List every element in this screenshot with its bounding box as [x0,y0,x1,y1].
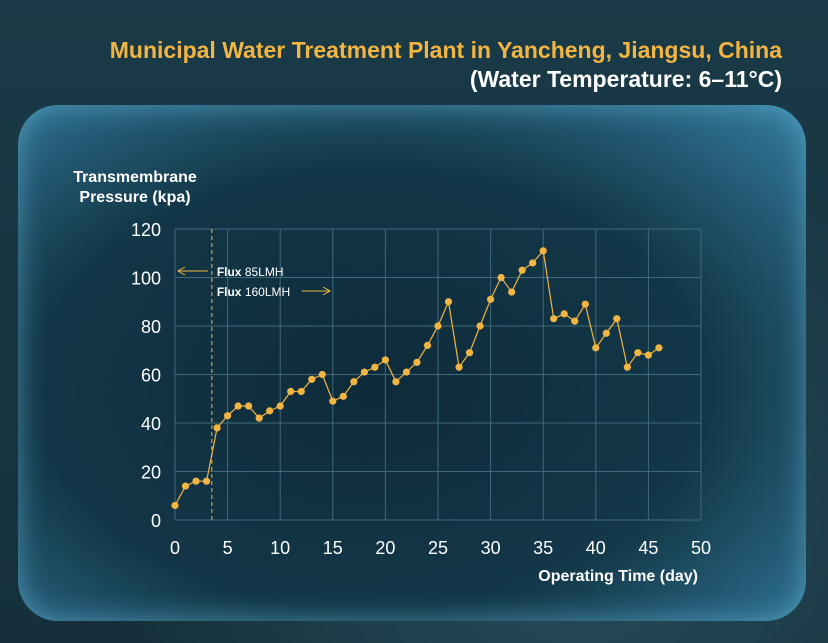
data-point [255,414,263,422]
chart-subtitle: (Water Temperature: 6–11°C) [469,66,782,92]
flux-160-arrowhead [322,286,332,296]
data-point [318,370,326,379]
data-point [402,368,411,376]
data-point [497,273,505,282]
data-point [234,402,242,410]
y-tick-label: 60 [141,366,161,386]
chart-panel [18,105,806,621]
data-point [202,477,211,485]
data-point [171,501,179,510]
x-tick-label: 30 [481,538,501,558]
data-point [181,482,190,490]
data-point [655,344,663,352]
data-point [371,363,379,371]
data-point [613,315,621,323]
data-point [508,288,516,296]
data-point [539,247,547,255]
grid [174,228,702,521]
x-tick-label: 25 [428,538,448,558]
x-tick-label: 40 [586,538,606,558]
y-tick-label: 40 [141,414,161,434]
x-tick-label: 10 [270,538,290,558]
data-point [634,349,642,357]
y-tick-label: 20 [141,463,161,483]
x-tick-label: 20 [375,538,395,558]
data-point [444,298,453,306]
data-point [529,259,537,267]
data-point [276,402,284,410]
x-tick-label: 50 [691,538,711,558]
chart-title-block: Municipal Water Treatment Plant in Yanch… [110,36,782,94]
data-point [602,329,610,337]
data-point [392,378,400,386]
data-point [245,402,253,410]
x-tick-label: 0 [170,538,180,558]
data-point [381,356,389,364]
data-point [465,349,474,357]
chart-title: Municipal Water Treatment Plant in Yanch… [109,37,782,63]
data-point [297,387,305,396]
x-tick-label: 45 [638,538,658,558]
data-point [644,351,653,359]
data-point [287,387,295,396]
data-point [518,266,526,274]
flux-85-label: Flux 85LMH [217,265,284,279]
data-point [224,412,232,420]
data-point [266,407,274,415]
tick-labels: 0 5 10 15 20 25 30 35 40 45 50 0 20 40 60 80 100 120 [131,220,711,558]
data-point [487,295,495,303]
annotations: Flux 85LMH Flux 160LMH [176,229,332,520]
data-point [329,397,337,405]
data-point [423,341,432,349]
y-tick-label: 100 [131,269,161,289]
data-point [413,358,421,366]
data-point [455,363,463,371]
data-point [592,344,600,352]
data-point [350,378,358,386]
x-tick-label: 35 [533,538,553,558]
flux-160-label: Flux 160LMH [217,285,290,299]
x-tick-label: 5 [223,538,233,558]
data-point [360,368,368,376]
x-axis-label: Operating Time (day) [538,568,698,585]
y-tick-label: 80 [141,317,161,337]
data-point [571,317,579,325]
data-point [581,300,589,308]
data-point [560,310,568,318]
y-tick-label: 120 [131,220,161,240]
data-point [308,375,316,383]
x-tick-label: 15 [323,538,343,558]
data-point [192,477,200,485]
y-tick-label: 0 [151,511,161,531]
data-point [623,363,631,371]
data-point [213,424,221,432]
y-axis-label: Transmembrane Pressure (kpa) [73,169,197,206]
data-point [476,322,484,330]
series [171,247,663,510]
data-point [550,315,558,323]
data-point [434,322,442,330]
flux-85-arrowhead [176,266,186,276]
data-point [339,392,347,400]
